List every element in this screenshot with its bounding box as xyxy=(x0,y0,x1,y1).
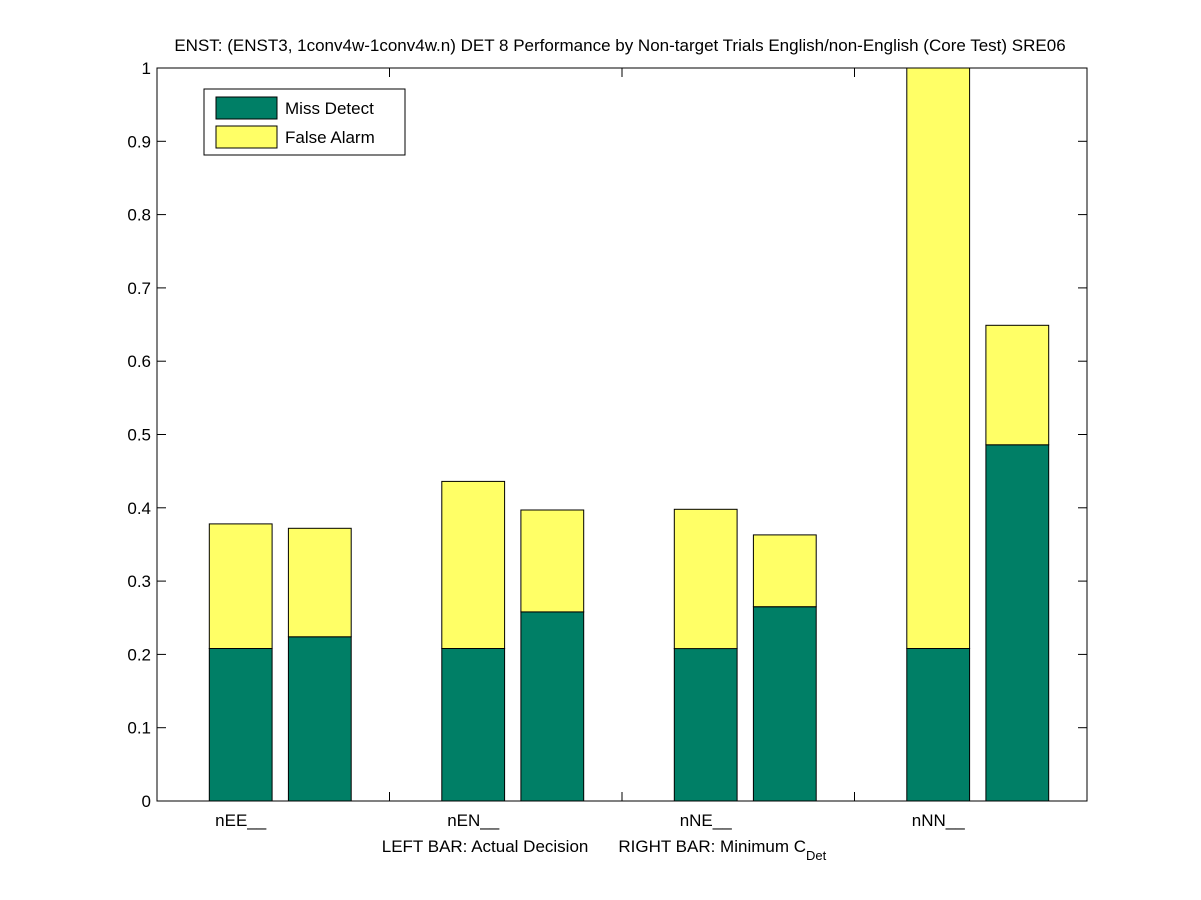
bar-miss-detect-nEN-actual xyxy=(441,648,506,802)
x-axis-label-right: RIGHT BAR: Minimum C xyxy=(618,837,806,856)
plot-frame xyxy=(156,67,1088,802)
bar-false-alarm-nEN-min xyxy=(520,509,585,613)
bar-false-alarm-nNE-actual xyxy=(673,508,738,650)
y-tick-label: 0.9 xyxy=(127,132,151,151)
x-axis-label-left: LEFT BAR: Actual Decision xyxy=(382,837,589,856)
y-tick-label: 0.2 xyxy=(127,645,151,664)
legend: Miss Detect False Alarm xyxy=(203,88,406,156)
x-tick-label: nNE__ xyxy=(680,811,733,830)
y-tick-label: 0.8 xyxy=(127,206,151,225)
legend-label-miss-detect: Miss Detect xyxy=(285,99,374,118)
bar-false-alarm-nEN-actual xyxy=(441,480,506,649)
legend-swatch-miss-detect xyxy=(215,96,278,120)
bar-miss-detect-nNE-actual xyxy=(673,648,738,802)
y-tick-label: 0 xyxy=(142,792,151,811)
bar-miss-detect-nEE-actual xyxy=(208,648,273,802)
legend-swatch-false-alarm xyxy=(215,125,278,149)
bar-miss-detect-nNN-actual xyxy=(906,648,971,802)
bar-false-alarm-nEE-actual xyxy=(208,523,273,650)
bar-miss-detect-nNN-min xyxy=(985,444,1050,802)
bar-false-alarm-nEE-min xyxy=(287,527,352,638)
y-tick-label: 0.1 xyxy=(127,719,151,738)
y-tick-label: 1 xyxy=(142,59,151,78)
bar-miss-detect-nEN-min xyxy=(520,611,585,802)
x-tick-label: nEN__ xyxy=(447,811,500,830)
bar-false-alarm-nNE-min xyxy=(752,534,817,608)
bar-false-alarm-nNN-min xyxy=(985,324,1050,446)
bar-group xyxy=(208,67,1050,802)
chart-title: ENST: (ENST3, 1conv4w-1conv4w.n) DET 8 P… xyxy=(174,36,1065,55)
y-tick-label: 0.5 xyxy=(127,426,151,445)
x-tick-label: nNN__ xyxy=(912,811,965,830)
y-axis-tick-labels: 0 0.1 0.2 0.3 0.4 0.5 0.6 0.7 0.8 0.9 1 xyxy=(127,59,151,811)
bar-miss-detect-nEE-min xyxy=(287,636,352,802)
x-tick-label: nEE__ xyxy=(215,811,267,830)
bar-false-alarm-nNN-actual xyxy=(906,67,971,649)
y-tick-label: 0.4 xyxy=(127,499,151,518)
x-axis-label-subscript: Det xyxy=(806,848,827,863)
x-axis-tick-labels: nEE__ nEN__ nNE__ nNN__ xyxy=(215,811,965,830)
x-axis-label: LEFT BAR: Actual Decision RIGHT BAR: Mini… xyxy=(382,837,827,863)
bar-miss-detect-nNE-min xyxy=(752,606,817,802)
legend-label-false-alarm: False Alarm xyxy=(285,128,375,147)
y-tick-label: 0.7 xyxy=(127,279,151,298)
y-tick-label: 0.6 xyxy=(127,352,151,371)
y-tick-label: 0.3 xyxy=(127,572,151,591)
